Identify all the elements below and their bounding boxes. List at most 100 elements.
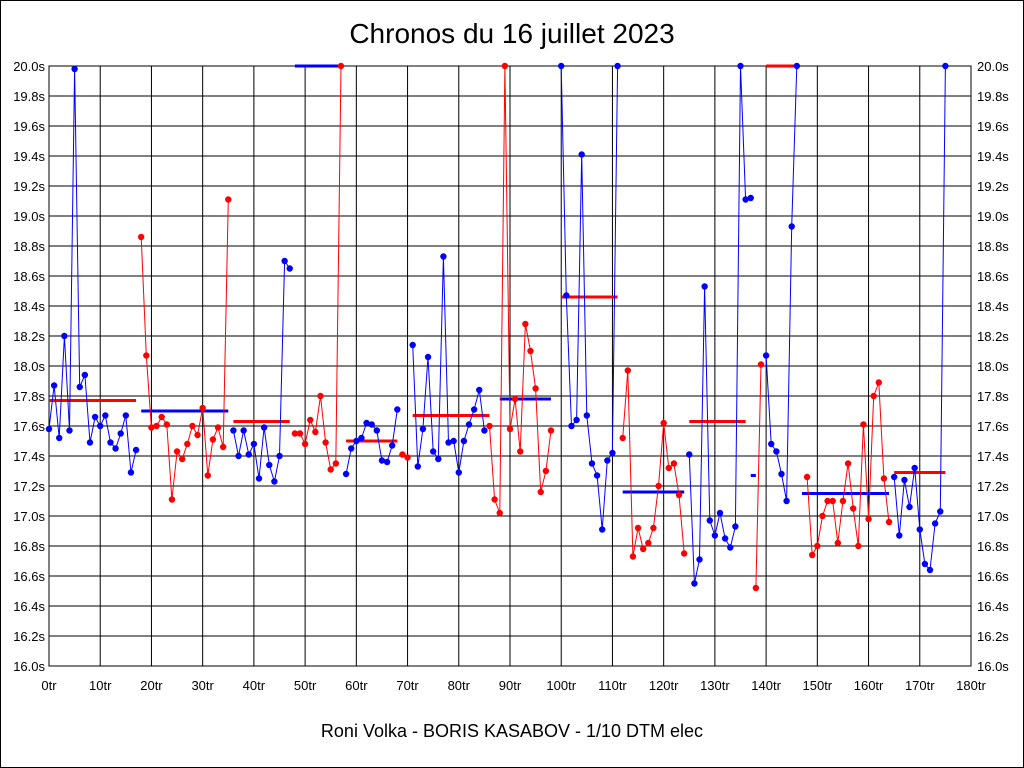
data-point <box>860 421 867 428</box>
data-point <box>348 445 355 452</box>
data-point <box>322 439 329 446</box>
data-point <box>286 265 293 272</box>
data-point <box>327 466 334 473</box>
y-tick-label-right: 16.6s <box>977 569 1009 584</box>
data-point <box>245 451 252 458</box>
y-tick-label-left: 19.6s <box>13 119 45 134</box>
x-tick-label: 90tr <box>499 678 522 693</box>
chart-title: Chronos du 16 juillet 2023 <box>349 18 675 49</box>
y-tick-label-right: 16.0s <box>977 659 1009 674</box>
data-point <box>901 476 908 484</box>
data-point <box>624 367 632 374</box>
data-point <box>440 253 447 260</box>
y-tick-label-right: 16.2s <box>977 629 1009 644</box>
data-point <box>281 257 288 265</box>
x-tick-label: 130tr <box>700 678 730 693</box>
y-tick-label-right: 17.4s <box>977 449 1009 464</box>
x-tick-label: 0tr <box>41 678 57 693</box>
data-point <box>122 412 130 419</box>
data-point <box>383 458 391 466</box>
y-tick-label-right: 16.8s <box>977 539 1009 554</box>
data-point <box>593 472 601 479</box>
y-tick-label-right: 18.0s <box>977 359 1009 374</box>
data-point <box>194 431 201 439</box>
data-point <box>849 505 857 512</box>
data-point <box>414 463 421 470</box>
plot-area <box>48 65 972 667</box>
data-point <box>148 424 155 431</box>
data-point <box>358 434 365 442</box>
data-point <box>588 460 596 467</box>
data-point <box>522 320 529 328</box>
y-tick-label-right: 17.0s <box>977 509 1009 524</box>
y-tick-label-left: 16.2s <box>13 629 45 644</box>
y-tick-label-right: 18.8s <box>977 239 1009 254</box>
x-tick-label: 70tr <box>396 678 419 693</box>
data-point <box>460 437 468 445</box>
x-tick-label: 120tr <box>649 678 679 693</box>
data-point <box>691 580 698 587</box>
data-point <box>768 440 775 448</box>
data-point <box>716 509 724 517</box>
x-tick-label: 180tr <box>956 678 986 693</box>
data-point <box>394 406 401 413</box>
y-tick-label-left: 16.6s <box>13 569 45 584</box>
data-point <box>317 392 324 400</box>
data-point <box>271 478 278 485</box>
data-point <box>870 392 877 400</box>
chart-subtitle: Roni Volka - BORIS KASABOV - 1/10 DTM el… <box>320 721 704 741</box>
data-point <box>762 352 770 359</box>
data-point <box>450 437 457 445</box>
data-point <box>655 482 662 490</box>
data-point <box>266 461 273 469</box>
data-point <box>737 62 744 70</box>
x-tick-label: 20tr <box>140 678 163 693</box>
y-tick-label-right: 20.0s <box>977 59 1009 74</box>
data-point <box>501 62 509 70</box>
y-tick-label-left: 17.8s <box>13 389 45 404</box>
series-line <box>140 199 229 500</box>
data-point <box>911 464 918 472</box>
y-tick-label-left: 19.2s <box>13 179 45 194</box>
data-point <box>173 448 181 455</box>
data-point <box>604 457 611 464</box>
y-tick-label-right: 17.8s <box>977 389 1009 404</box>
data-point <box>921 560 929 568</box>
data-point <box>916 526 923 533</box>
data-point <box>896 532 903 539</box>
x-tick-label: 170tr <box>905 678 935 693</box>
series-line <box>232 259 291 482</box>
data-point <box>701 283 708 290</box>
y-tick-label-right: 17.2s <box>977 479 1009 494</box>
data-point <box>250 440 258 448</box>
data-point <box>435 455 442 463</box>
data-point <box>614 62 621 70</box>
y-tick-label-left: 19.0s <box>13 209 45 224</box>
y-tick-label-right: 18.6s <box>977 269 1009 284</box>
data-point <box>609 449 616 457</box>
data-point <box>537 488 544 496</box>
series-line <box>755 364 762 589</box>
data-point <box>942 62 949 70</box>
y-tick-label-left: 17.4s <box>13 449 45 464</box>
x-tick-label: 160tr <box>854 678 884 693</box>
data-point <box>906 503 913 511</box>
data-point <box>629 553 637 560</box>
data-point <box>91 413 99 421</box>
data-point <box>209 436 217 443</box>
data-point <box>163 421 171 428</box>
data-point <box>168 496 176 503</box>
x-tick-label: 60tr <box>345 678 368 693</box>
data-point <box>312 428 319 436</box>
y-tick-label-left: 17.6s <box>13 419 45 434</box>
data-point <box>814 542 821 550</box>
data-point <box>76 383 83 391</box>
data-point <box>189 422 196 430</box>
y-tick-label-left: 17.0s <box>13 509 45 524</box>
data-point <box>107 439 114 446</box>
data-point <box>112 445 119 452</box>
data-point <box>788 223 795 230</box>
series-line <box>48 68 137 473</box>
data-point <box>634 524 642 532</box>
